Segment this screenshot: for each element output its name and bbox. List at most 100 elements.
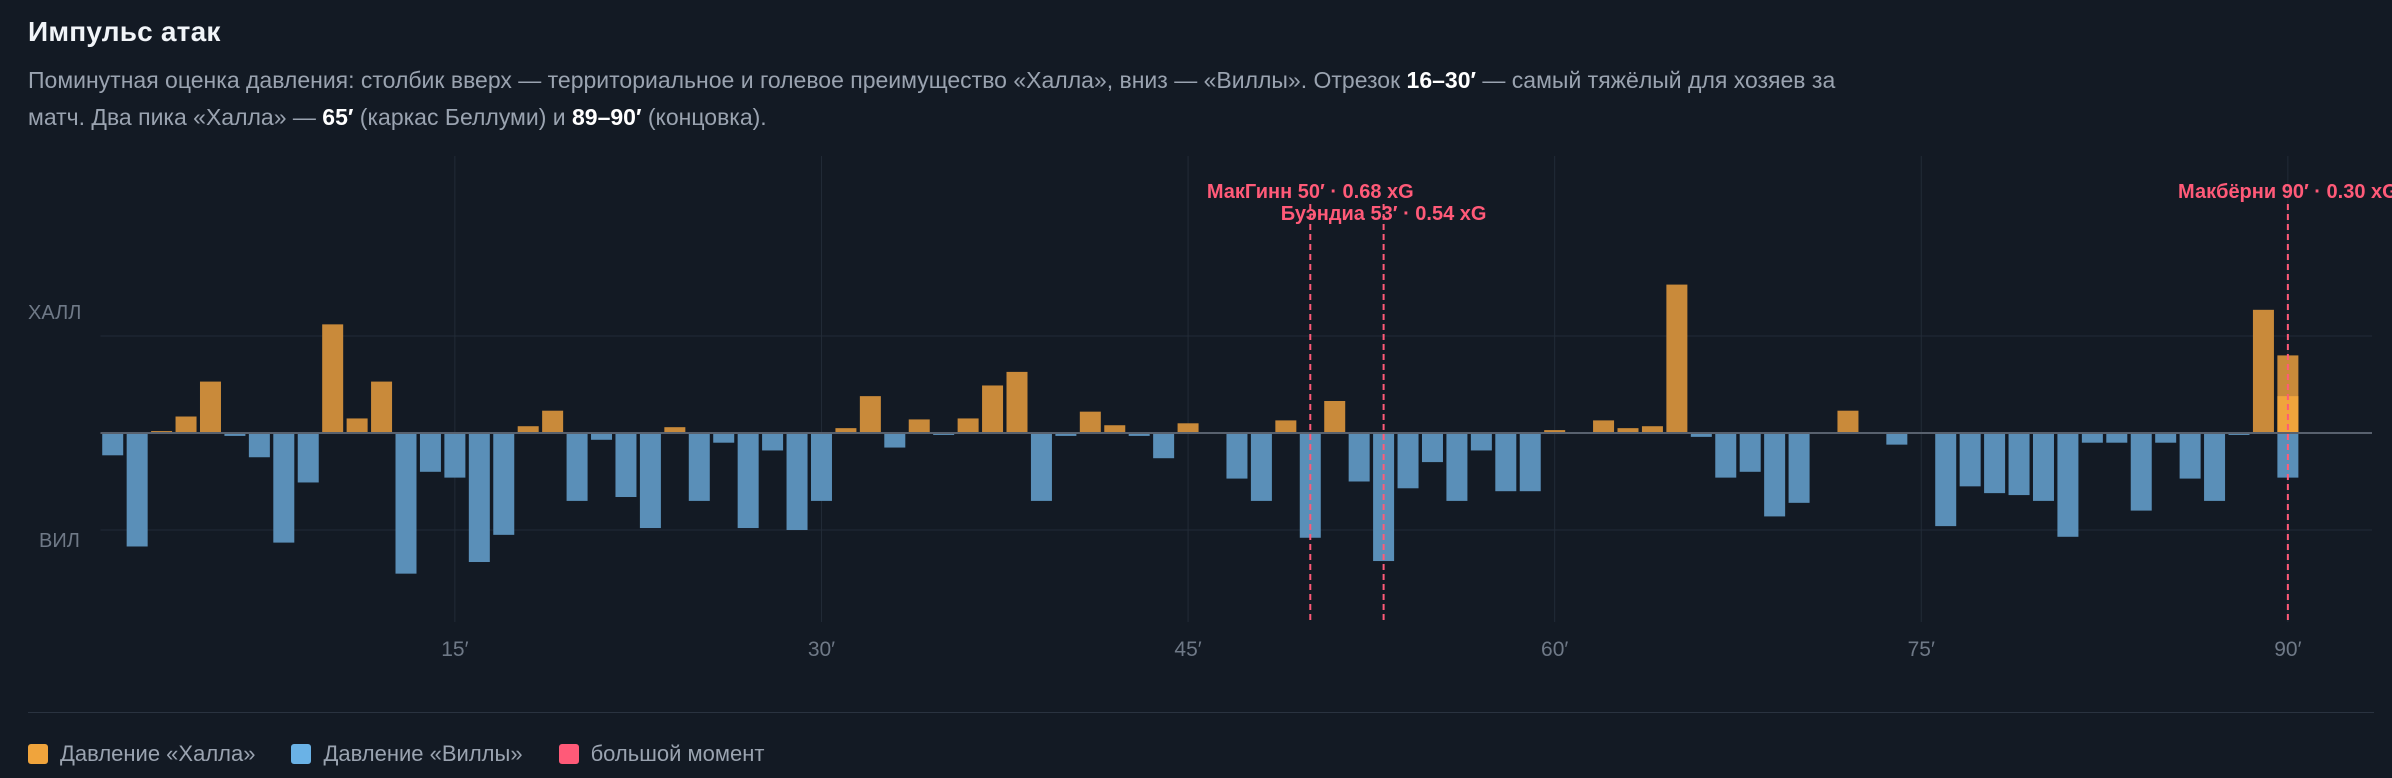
x-tick-label: 30′: [808, 638, 835, 661]
bar-villa: [786, 433, 808, 530]
bar-hull: [908, 419, 930, 433]
bar-hull: [1079, 411, 1101, 433]
bar-hull: [1275, 420, 1297, 433]
subtitle-bold-1: 16–30′: [1406, 67, 1477, 93]
y-label-top: ХАЛЛ: [28, 302, 81, 324]
bar-villa: [419, 433, 441, 472]
bar-hull: [346, 418, 368, 433]
bar-hull: [1617, 428, 1639, 433]
bar-villa: [1348, 433, 1370, 482]
bar-villa: [762, 433, 784, 451]
legend-divider: [28, 712, 2374, 713]
legend-label-moment: большой момент: [590, 741, 765, 766]
moment-label: МакГинн 50′ · 0.68 xG: [1207, 181, 1414, 203]
bar-hull: [199, 381, 221, 433]
bar-hull: [1666, 284, 1688, 433]
bar-villa: [224, 433, 246, 436]
bar-hull: [664, 427, 686, 433]
bar-villa: [713, 433, 735, 443]
bar-villa: [1250, 433, 1272, 501]
subtitle-text-2: — самый тяжёлый для хозяев за матч. Два …: [28, 67, 1836, 130]
bar-villa: [639, 433, 661, 529]
bar-villa: [1690, 433, 1712, 437]
bar-villa: [1764, 433, 1786, 517]
bar-villa: [2008, 433, 2030, 496]
bar-hull: [1177, 423, 1199, 433]
bar-villa: [1128, 433, 1150, 436]
bar-hull: [1544, 430, 1566, 433]
legend: Давление «Халла» Давление «Виллы» большо…: [28, 741, 764, 767]
bar-villa: [1397, 433, 1419, 489]
bar-villa: [273, 433, 295, 543]
bar-hull: [322, 324, 344, 433]
y-label-bottom: ВИЛ: [39, 530, 80, 552]
bar-villa: [1421, 433, 1443, 463]
chart-title: Импульс атак: [28, 16, 221, 47]
grid: [100, 156, 2372, 622]
bar-villa: [1153, 433, 1175, 459]
legend-swatch-moment: [558, 744, 579, 764]
bar-villa: [297, 433, 319, 483]
bar-villa: [1788, 433, 1810, 503]
bar-villa: [2057, 433, 2079, 537]
chart-subtitle: Поминутная оценка давления: столбик ввер…: [28, 62, 1888, 136]
legend-swatch-villa: [291, 744, 312, 764]
bar-villa: [1959, 433, 1981, 487]
bar-villa: [688, 433, 710, 501]
legend-item-villa: Давление «Виллы»: [291, 741, 523, 767]
bar-villa: [1935, 433, 1957, 527]
bar-hull: [957, 418, 979, 433]
bar-villa: [615, 433, 637, 498]
bar-villa: [2106, 433, 2128, 443]
bar-hull: [1104, 425, 1126, 433]
bar-hull: [542, 410, 564, 433]
bar-villa: [1055, 433, 1077, 436]
subtitle-bold-2: 65′: [322, 104, 354, 130]
bar-villa: [248, 433, 270, 458]
bar-hull: [859, 396, 881, 433]
subtitle-text-3: (каркас Беллуми) и: [353, 104, 573, 130]
x-tick-label: 90′: [2274, 638, 2301, 661]
bar-villa: [2130, 433, 2152, 511]
bar-villa: [468, 433, 490, 563]
bar-hull: [1837, 410, 1859, 433]
subtitle-text-1: Поминутная оценка давления: столбик ввер…: [28, 67, 1407, 93]
bar-hull: [1641, 426, 1663, 433]
bar-villa: [2032, 433, 2054, 501]
subtitle-bold-3: 89–90′: [572, 104, 642, 130]
bar-villa: [1739, 433, 1761, 472]
bar-villa: [1984, 433, 2006, 494]
bar-villa: [591, 433, 613, 440]
bar-hull: [175, 416, 197, 433]
moment-label: Буэндиа 53′ · 0.54 xG: [1281, 203, 1487, 225]
bar-villa: [444, 433, 466, 478]
bar-villa: [566, 433, 588, 501]
bar-villa: [1495, 433, 1517, 492]
bar-villa: [1446, 433, 1468, 501]
subtitle-text-4: (концовка).: [641, 104, 767, 130]
bar-villa: [2204, 433, 2226, 501]
moment-label: Макбёрни 90′ · 0.30 xG: [2178, 181, 2392, 203]
bar-villa: [2155, 433, 2177, 443]
x-tick-label: 15′: [441, 638, 468, 661]
bar-villa: [1886, 433, 1908, 445]
bar-hull: [835, 428, 857, 433]
bar-villa: [884, 433, 906, 448]
bar-hull: [517, 426, 539, 433]
bar-villa: [2179, 433, 2201, 479]
bar-villa: [737, 433, 759, 529]
bar-villa: [1470, 433, 1492, 451]
bar-villa: [126, 433, 148, 547]
bar-hull: [371, 381, 393, 433]
bar-villa: [1226, 433, 1248, 479]
legend-item-hull: Давление «Халла»: [28, 741, 255, 767]
bar-hull: [1006, 371, 1028, 433]
legend-swatch-hull: [28, 744, 48, 764]
bar-villa: [493, 433, 515, 535]
bar-hull: [982, 385, 1004, 433]
legend-label-villa: Давление «Виллы»: [323, 741, 523, 766]
x-tick-label: 45′: [1174, 638, 1201, 661]
x-tick-label: 75′: [1908, 638, 1935, 661]
bar-hull: [2252, 309, 2274, 433]
